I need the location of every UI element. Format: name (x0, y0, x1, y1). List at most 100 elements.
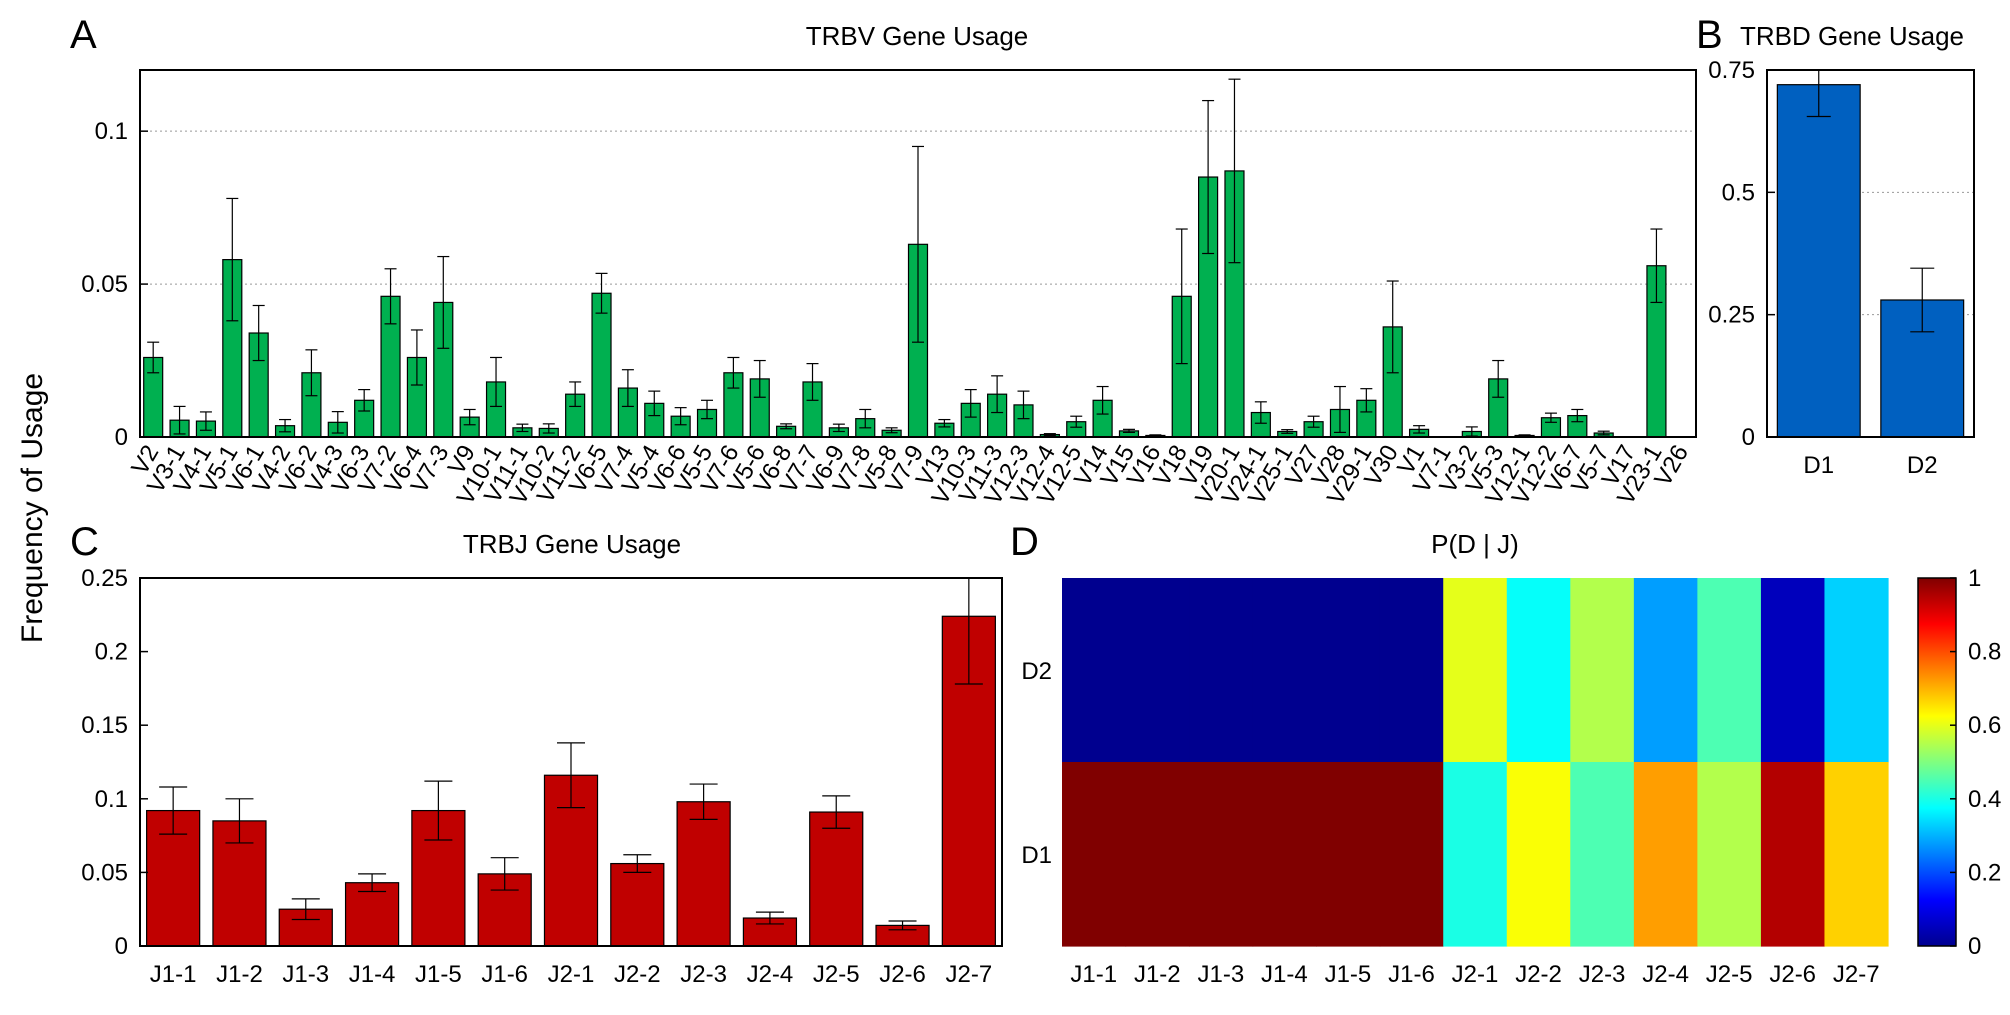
heatmap-cell-d1-j1-6 (1379, 762, 1444, 947)
error-bar-v7-7 (806, 363, 819, 401)
error-bar-v6-3 (358, 388, 371, 412)
panel-b-trbd-chart: B TRBD Gene Usage 0 0.25 0.5 0.75 D1 D2 (1696, 13, 1975, 479)
colorbar-tick-label: 0.2 (1968, 859, 2001, 886)
error-bar-v5-7 (1597, 430, 1610, 436)
trbv-chart-title: TRBV Gene Usage (806, 21, 1029, 51)
y-tick-label: 0 (1742, 424, 1755, 451)
colorbar (1917, 577, 1957, 947)
error-bar-j1-4 (358, 873, 387, 893)
heatmap-col-label-j2-7: J2-7 (1833, 961, 1880, 988)
colorbar-tick-label: 0.8 (1968, 639, 2001, 666)
error-bar-v4-2 (279, 418, 292, 433)
trbv-gridlines (140, 130, 1696, 285)
error-bar-j2-1 (557, 742, 585, 809)
heatmap-col-label-j1-1: J1-1 (1070, 961, 1117, 988)
heatmap-cell-d2-j1-4 (1252, 578, 1317, 763)
error-bar-v12-3 (1017, 390, 1030, 420)
panel-a-letter: A (70, 13, 97, 57)
x-tick-label-j2-1: J2-1 (548, 961, 595, 988)
error-bar-v6-5 (595, 272, 608, 314)
error-bar-v2 (147, 341, 160, 374)
error-bar-j2-6 (888, 920, 917, 931)
x-tick-label-j1-5: J1-5 (415, 961, 462, 988)
heatmap-cell-d2-j2-6 (1760, 578, 1826, 763)
y-tick-label: 0 (115, 424, 128, 451)
panel-a-trbv-chart: A TRBV Gene Usage 0 0.05 0.1 V2V3-1V4-1V5-… (70, 13, 1697, 509)
panel-c-letter: C (70, 520, 99, 564)
bar-j2-5 (809, 811, 864, 947)
panel-c-trbj-chart: C TRBJ Gene Usage 0 0.05 0.1 0.15 0.2 0.25 J1… (70, 520, 1003, 988)
error-bar-v7-9 (912, 145, 924, 343)
error-bar-v10-2 (542, 423, 555, 434)
error-bar-j1-3 (291, 898, 320, 921)
error-bar-d2 (1910, 267, 1935, 333)
y-tick-label: 0.2 (95, 639, 128, 666)
trbj-chart-title: TRBJ Gene Usage (463, 529, 681, 559)
heatmap-column-labels: J1-1 J1-2 J1-3 J1-4 J1-5 J1-6 J2-1 J2-2 J2-3 J2-4… (1070, 961, 1879, 988)
error-bar-v15 (1122, 428, 1135, 434)
x-tick-label-j1-3: J1-3 (282, 961, 329, 988)
x-tick-label-j2-5: J2-5 (813, 961, 860, 988)
error-bar-j2-5 (822, 795, 851, 829)
x-tick-label-j1-4: J1-4 (349, 961, 396, 988)
error-bar-v11-3 (991, 375, 1004, 414)
x-tick-label-d2: D2 (1907, 452, 1938, 479)
heatmap-cell-d2-j1-5 (1316, 578, 1381, 763)
heatmap-cell-d2-j1-6 (1379, 578, 1444, 763)
heatmap-col-label-j1-2: J1-2 (1134, 961, 1181, 988)
error-bar-v5-4 (648, 390, 661, 417)
trbd-error-bars (1806, 69, 1935, 333)
error-bar-v6-8 (780, 423, 793, 430)
y-tick-label: 0.75 (1708, 57, 1755, 84)
error-bar-v30 (1386, 280, 1399, 374)
error-bar-v6-2 (305, 349, 318, 397)
panel-d-letter: D (1010, 520, 1039, 564)
error-bar-v24-1 (1254, 401, 1267, 424)
error-bar-v5-6 (753, 359, 766, 398)
heatmap-cell-d1-j1-5 (1316, 762, 1381, 947)
y-tick-label: 0.1 (95, 118, 128, 145)
y-tick-label: 0 (115, 933, 128, 960)
heatmap-cell-d1-j2-6 (1760, 762, 1826, 947)
error-bar-v19 (1202, 99, 1215, 255)
heatmap-col-label-j1-4: J1-4 (1261, 961, 1308, 988)
trbv-plot-frame (139, 69, 1697, 438)
trbd-y-ticks: 0 0.25 0.5 0.75 (1708, 57, 1775, 451)
heatmap-col-label-j2-1: J2-1 (1452, 961, 1499, 988)
x-tick-label-j2-4: J2-4 (747, 961, 794, 988)
heatmap-cell-d2-j2-7 (1824, 578, 1889, 763)
y-axis-label: Frequency of Usage (16, 373, 49, 643)
error-bar-v6-4 (410, 329, 423, 386)
error-bar-v3-1 (173, 405, 186, 435)
y-tick-label: 0.05 (81, 271, 128, 298)
error-bar-v14 (1096, 385, 1109, 415)
heatmap-cell-d1-j1-3 (1189, 762, 1254, 947)
trbv-y-ticks: 0 0.05 0.1 (81, 118, 148, 451)
bar-j1-4 (344, 882, 400, 947)
error-bar-v5-3 (1492, 359, 1505, 398)
trbj-x-tick-labels: J1-1 J1-2 J1-3 J1-4 J1-5 J1-6 J2-1 J2-2 J2-3 J2-4… (150, 961, 992, 988)
heatmap-col-label-j2-5: J2-5 (1706, 961, 1753, 988)
error-bar-v6-9 (832, 423, 845, 433)
error-bar-j1-5 (424, 780, 453, 841)
heatmap-cell-d1-j1-1 (1062, 762, 1127, 947)
error-bar-v5-1 (226, 197, 239, 322)
heatmap-cell-d2-j2-5 (1697, 578, 1762, 763)
bar-j2-3 (676, 801, 731, 947)
colorbar-tick-label: 0 (1968, 933, 1981, 960)
error-bar-v7-8 (859, 408, 872, 429)
y-tick-label: 0.5 (1722, 179, 1755, 206)
x-tick-label-j1-1: J1-1 (150, 961, 197, 988)
trbd-x-tick-labels: D1 D2 (1803, 452, 1937, 479)
x-tick-label-j1-6: J1-6 (481, 961, 528, 988)
error-bar-v25-1 (1281, 429, 1294, 434)
heatmap-cell-d1-j2-5 (1697, 762, 1762, 947)
y-tick-label: 0.05 (81, 859, 128, 886)
error-bar-v4-1 (199, 411, 212, 431)
y-tick-label: 0.25 (81, 565, 128, 592)
error-bar-v6-6 (674, 407, 687, 426)
heatmap-cell-d2-j2-1 (1443, 578, 1508, 763)
heatmap-cell-d2-j2-3 (1570, 578, 1635, 763)
heatmap-cell-d2-j2-4 (1633, 578, 1698, 763)
heatmap-cell-d1-j1-4 (1252, 762, 1317, 947)
